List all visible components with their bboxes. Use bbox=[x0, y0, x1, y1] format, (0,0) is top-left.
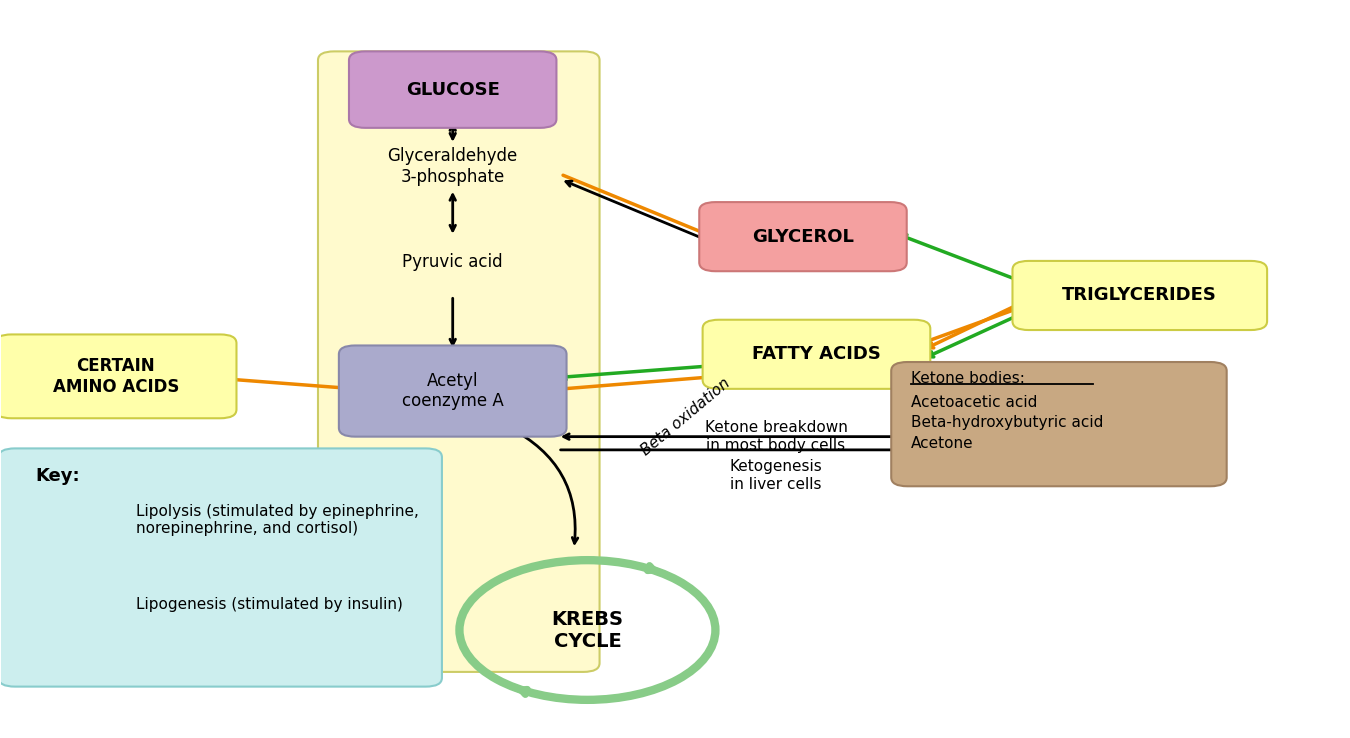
FancyBboxPatch shape bbox=[702, 320, 930, 389]
Text: Lipolysis (stimulated by epinephrine,
norepinephrine, and cortisol): Lipolysis (stimulated by epinephrine, no… bbox=[136, 503, 418, 536]
FancyBboxPatch shape bbox=[699, 202, 907, 272]
Text: Beta oxidation: Beta oxidation bbox=[639, 376, 733, 458]
Text: Acetoacetic acid: Acetoacetic acid bbox=[911, 395, 1037, 410]
FancyBboxPatch shape bbox=[891, 362, 1227, 486]
FancyBboxPatch shape bbox=[0, 334, 236, 418]
Text: Pyruvic acid: Pyruvic acid bbox=[402, 253, 504, 272]
Text: GLUCOSE: GLUCOSE bbox=[406, 80, 500, 99]
Text: Ketone breakdown
in most body cells: Ketone breakdown in most body cells bbox=[705, 421, 848, 453]
Text: Ketone bodies:: Ketone bodies: bbox=[911, 371, 1025, 386]
FancyBboxPatch shape bbox=[339, 345, 567, 437]
Text: Key:: Key: bbox=[35, 466, 80, 485]
Text: Acetone: Acetone bbox=[911, 435, 973, 451]
Text: Beta-hydroxybutyric acid: Beta-hydroxybutyric acid bbox=[911, 415, 1103, 430]
Text: KREBS
CYCLE: KREBS CYCLE bbox=[551, 610, 624, 650]
Text: FATTY ACIDS: FATTY ACIDS bbox=[752, 345, 882, 363]
FancyBboxPatch shape bbox=[1012, 261, 1268, 330]
Text: TRIGLYCERIDES: TRIGLYCERIDES bbox=[1062, 286, 1218, 305]
Text: Glyceraldehyde
3-phosphate: Glyceraldehyde 3-phosphate bbox=[387, 148, 518, 186]
Text: Ketogenesis
in liver cells: Ketogenesis in liver cells bbox=[729, 460, 822, 492]
FancyBboxPatch shape bbox=[0, 449, 441, 686]
FancyBboxPatch shape bbox=[319, 52, 599, 672]
FancyBboxPatch shape bbox=[348, 52, 556, 128]
Text: Acetyl
coenzyme A: Acetyl coenzyme A bbox=[402, 372, 504, 410]
Text: GLYCEROL: GLYCEROL bbox=[752, 227, 855, 246]
Text: CERTAIN
AMINO ACIDS: CERTAIN AMINO ACIDS bbox=[53, 357, 180, 396]
Text: Lipogenesis (stimulated by insulin): Lipogenesis (stimulated by insulin) bbox=[136, 597, 404, 612]
